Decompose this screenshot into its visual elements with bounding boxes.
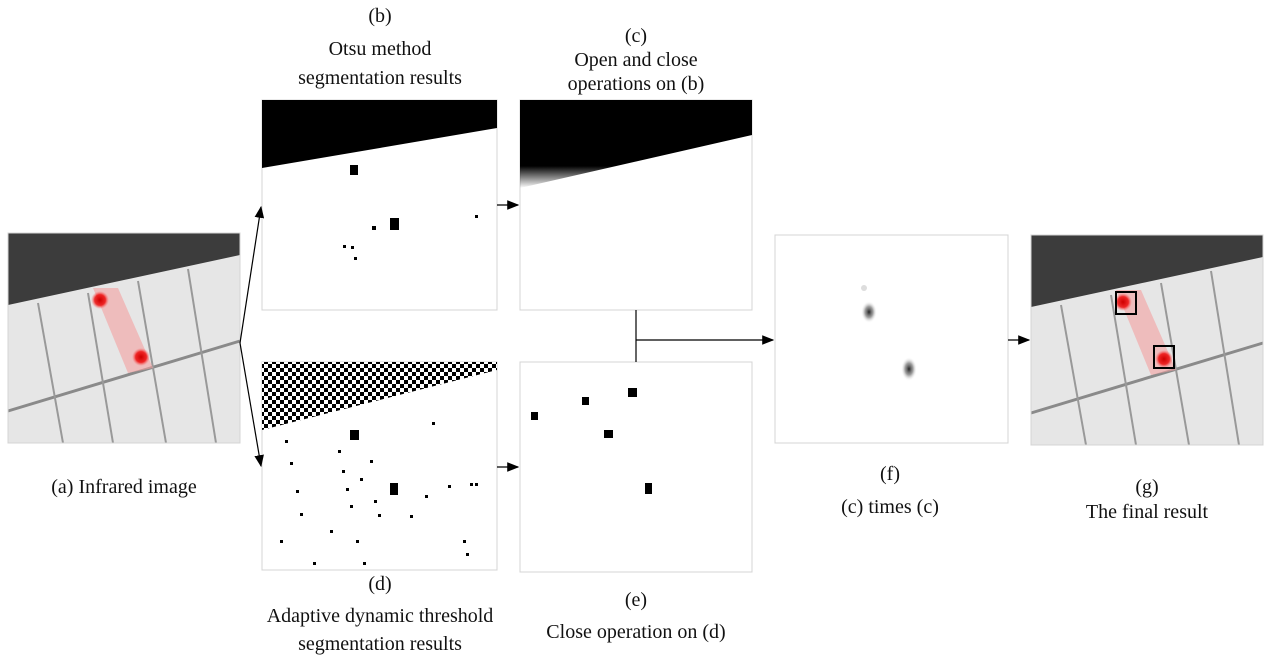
adaptive-image — [262, 362, 497, 570]
label: (c) — [625, 25, 647, 47]
caption: segmentation results — [298, 67, 462, 89]
label: (d) — [368, 573, 391, 595]
otsu-image — [262, 100, 497, 310]
caption: (c) times (c) — [841, 496, 939, 518]
caption: Otsu method — [329, 38, 432, 60]
label: (a) — [51, 476, 73, 498]
caption: The final result — [1086, 501, 1209, 523]
caption: segmentation results — [298, 633, 462, 655]
label: (g) — [1135, 476, 1158, 498]
final-image — [1031, 235, 1263, 445]
label: (b) — [368, 5, 391, 27]
caption: Infrared image — [78, 476, 196, 498]
open-close-image — [520, 100, 752, 310]
caption: operations on (b) — [568, 73, 705, 95]
caption-a: (a) Infrared image — [51, 476, 197, 498]
caption: Close operation on (d) — [546, 621, 725, 643]
caption: Adaptive dynamic threshold — [267, 605, 494, 627]
label: (f) — [880, 463, 900, 485]
product-image — [775, 235, 1008, 443]
label: (e) — [625, 589, 647, 611]
caption: Open and close — [574, 49, 697, 71]
diagram: (a) Infrared image (b) Otsu method segme… — [0, 0, 1264, 660]
close-image — [520, 362, 752, 572]
infrared-image — [8, 233, 240, 443]
